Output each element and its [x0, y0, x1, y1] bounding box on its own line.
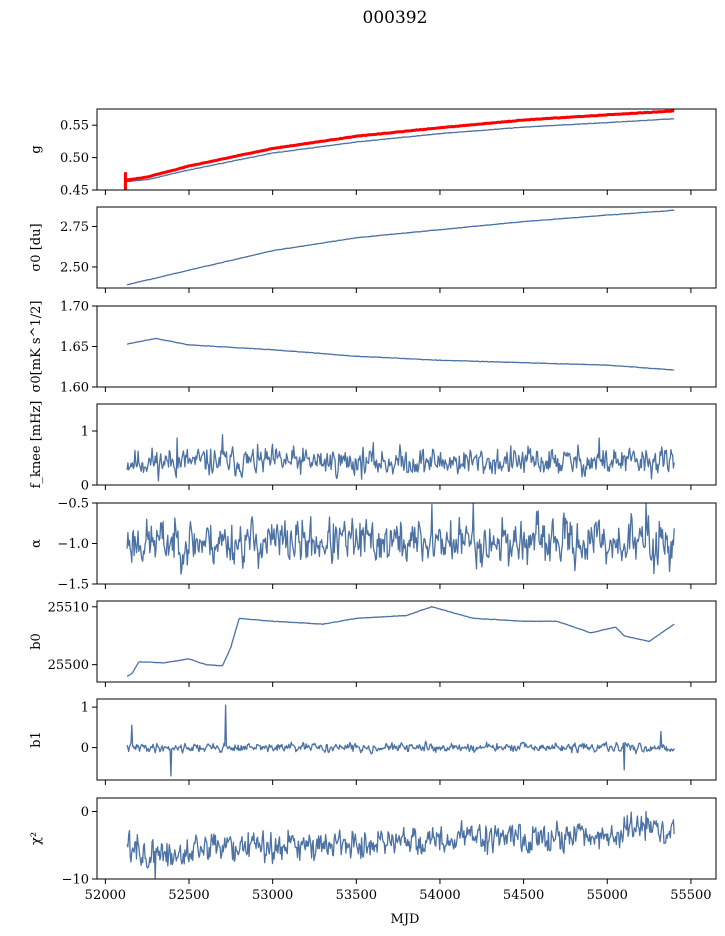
ytick-label-sigma0_du-1: 2.75: [60, 220, 89, 235]
panel-fknee: 0 1 f_knee [mHz]: [29, 401, 717, 494]
figure-title: 000392: [363, 8, 428, 28]
ytick-label-g-1: 0.50: [60, 151, 89, 166]
y-axis-label-fknee: f_knee [mHz]: [29, 401, 44, 489]
panel-sigma0_mk: 1.60 1.65 1.70 σ0[mK s^1/2]: [29, 300, 717, 396]
ytick-label-sigma0_mk-2: 1.70: [60, 300, 89, 315]
xtick-label-7: 55500: [670, 888, 711, 903]
xtick-label-2: 53000: [252, 888, 293, 903]
axes-frame-sigma0_du: [96, 206, 717, 289]
series-line-fknee-0: [126, 434, 675, 482]
ytick-label-sigma0_du-0: 2.50: [60, 260, 89, 275]
ytick-label-g-2: 0.55: [60, 119, 89, 134]
series-line-sigma0_du-0: [126, 209, 675, 286]
y-axis-label-b0: b0: [29, 633, 44, 650]
panel-g: 0.45 0.50 0.55 g: [29, 108, 717, 199]
axes-frame-chi2: [96, 797, 717, 880]
xtick-label-0: 52000: [85, 888, 126, 903]
ytick-label-b1-0: 0: [81, 741, 89, 756]
ytick-label-g-0: 0.45: [60, 184, 89, 199]
ytick-label-alpha-0: −1.5: [57, 578, 89, 593]
axes-frame-alpha: [96, 502, 717, 585]
series-line-alpha-0: [126, 503, 675, 575]
series-line-b1-0: [126, 704, 675, 777]
xtick-label-1: 52500: [168, 888, 209, 903]
axes-frame-sigma0_mk: [96, 305, 717, 388]
ytick-label-b0-1: 25510: [48, 600, 89, 615]
panel-chi2: −10 0 χ²: [29, 797, 717, 888]
axes-frame-b1: [96, 698, 717, 781]
panel-sigma0_du: 2.50 2.75 σ0 [du]: [29, 206, 717, 293]
y-axis-label-sigma0_mk: σ0[mK s^1/2]: [29, 301, 44, 393]
axes-frame-fknee: [96, 403, 717, 486]
x-axis-label: MJD: [391, 912, 420, 927]
series-line-sigma0_mk-0: [126, 337, 675, 371]
xtick-label-3: 53500: [336, 888, 377, 903]
series-line-b0-0: [126, 606, 675, 677]
series-line-chi2-0: [126, 810, 675, 879]
axes-frame-b0: [96, 600, 717, 683]
y-axis-label-chi2: χ²: [29, 832, 44, 845]
y-axis-label-sigma0_du: σ0 [du]: [29, 223, 44, 271]
ytick-label-fknee-1: 1: [81, 425, 89, 440]
xtick-label-5: 54500: [503, 888, 544, 903]
y-axis-label-b1: b1: [29, 731, 44, 748]
ytick-label-alpha-2: −0.5: [57, 497, 89, 512]
series-line-g-0: [125, 118, 675, 183]
series-line-g-1: [125, 109, 675, 182]
axes-frame-g: [96, 108, 717, 191]
xtick-label-6: 55000: [587, 888, 628, 903]
ytick-label-chi2-0: −10: [62, 873, 89, 888]
ytick-label-chi2-1: 0: [81, 805, 89, 820]
ytick-label-fknee-0: 0: [81, 479, 89, 494]
y-axis-label-g: g: [29, 145, 44, 153]
panel-b0: 25500 25510 b0: [29, 600, 717, 687]
ytick-label-alpha-1: −1.0: [57, 537, 89, 552]
y-axis-label-alpha: α: [29, 539, 44, 548]
ytick-label-b1-1: 1: [81, 701, 89, 716]
ytick-label-sigma0_mk-1: 1.65: [60, 340, 89, 355]
panels-group: 0.45 0.50 0.55 g 2.50 2.75 σ0 [du] 1.60 1.65 1.70…: [29, 108, 717, 903]
ytick-label-sigma0_mk-0: 1.60: [60, 381, 89, 396]
panel-b1: 0 1 b1: [29, 698, 717, 785]
xtick-label-4: 54000: [419, 888, 460, 903]
panel-alpha: −1.5 −1.0 −0.5 α: [29, 497, 717, 593]
ytick-label-b0-0: 25500: [48, 658, 89, 673]
